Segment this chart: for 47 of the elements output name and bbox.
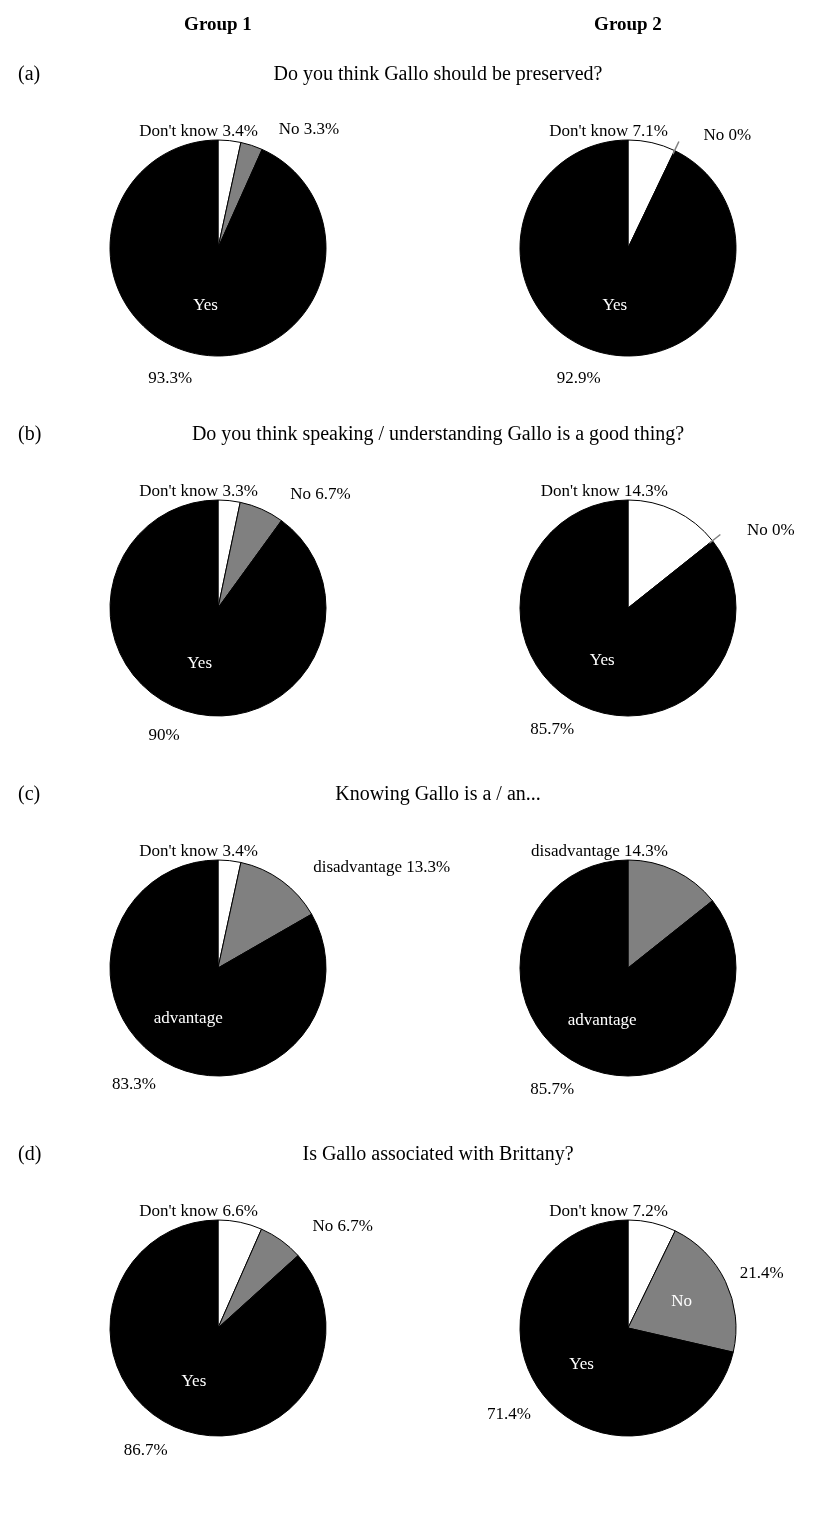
slice-label: Don't know 3.4% [139,120,258,140]
slice-label: Don't know 6.6% [139,1200,258,1220]
chart-title: Knowing Gallo is a / an... [335,782,541,805]
data-label: 83.3% [111,1074,156,1094]
data-label: 92.9% [556,367,601,387]
slice-label: advantage [567,1010,637,1030]
data-label: 90% [148,724,180,744]
slice-label: Don't know 7.1% [549,120,668,140]
slice-label: disadvantage 14.3% [531,840,668,860]
text: (d) [18,1142,42,1165]
slice-label: No [671,1291,692,1311]
chart-subtitle: Group 1 [184,13,252,34]
data-label: 86.7% [123,1440,168,1460]
slice-label: No 6.7% [312,1216,374,1236]
text: (c) [18,782,41,805]
slice-label: Yes [602,294,628,314]
slice-label: advantage [153,1008,223,1028]
data-label: 71.4% [487,1404,531,1424]
text: Is Gallo associated with Brittany? [302,1142,574,1165]
data-label: 85.7% [530,1078,575,1098]
text: Do you think speaking / understanding Gallo is a good thing? [191,422,685,445]
slice-label: Don't know 3.3% [139,480,258,500]
slice-label: Yes [193,295,218,314]
slice-label: Yes [569,1353,594,1373]
pie-slice [519,499,737,717]
slice-label: Don't know 7.2% [549,1200,668,1220]
legend-label: No 0% [747,519,795,539]
slice-label: Don't know 14.3% [540,480,668,500]
text: Do you think Gallo should be preserved? [273,62,603,85]
slice-label: Yes [181,1371,207,1391]
slice-label: Yes [589,650,615,670]
slice-label: disadvantage 13.3% [313,856,451,876]
pie-slice [109,499,327,717]
pie-slice [109,139,327,357]
chart-subtitle: Group 2 [594,13,662,34]
pie-slice [519,859,737,1077]
data-label: 21.4% [739,1263,784,1283]
slice-label: No 3.3% [278,119,340,139]
slice-label: No 6.7% [290,483,351,503]
category-label: No 0% [703,125,752,145]
text: (a) [18,62,41,85]
pie-slice [519,139,737,357]
data-label: 93.3% [148,368,193,388]
slice-label: Yes [187,653,213,673]
slice-label: Don't know 3.4% [139,840,258,860]
text: (b) [18,422,42,445]
data-label: 85.7% [530,718,575,738]
